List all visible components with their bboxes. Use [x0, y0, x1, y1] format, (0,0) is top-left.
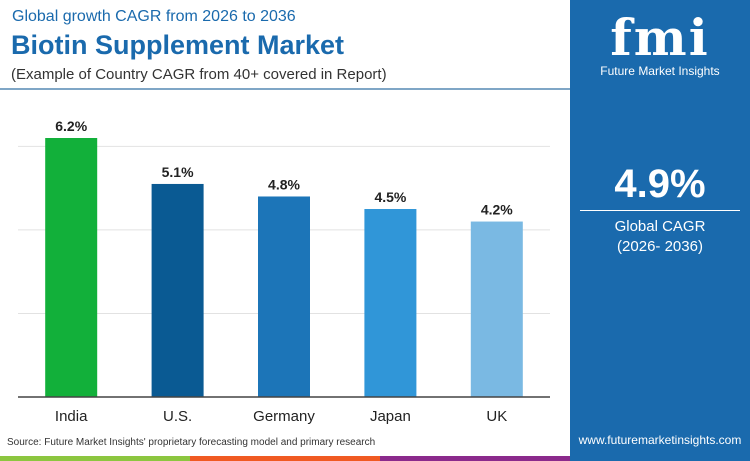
bar-chart: 6.2% India 5.1% U.S. 4.8% Germany 4.5% Japan 4.2…: [18, 118, 550, 425]
x-tick-label: Germany: [253, 408, 315, 425]
stripe-green: [0, 456, 190, 461]
stripe-purple: [380, 456, 570, 461]
bar-Japan: [364, 209, 417, 397]
global-cagr-period: (2026- 2036): [617, 238, 703, 255]
panel-divider: [580, 210, 740, 211]
bar-India: [45, 138, 98, 397]
fmi-logo: fmi Future Market Insights: [598, 8, 722, 79]
source-note: Source: Future Market Insights' propriet…: [7, 437, 376, 448]
data-label: 4.2%: [481, 202, 513, 218]
bar-UK: [470, 221, 523, 397]
data-label: 4.5%: [374, 189, 406, 205]
bar-U.S.: [151, 183, 204, 397]
bar-Germany: [258, 196, 310, 397]
data-label: 5.1%: [162, 164, 194, 180]
global-cagr-value: 4.9%: [614, 162, 706, 206]
website-link[interactable]: www.futuremarketinsights.com: [578, 433, 742, 447]
x-tick-label: UK: [486, 408, 507, 425]
stripe-orange: [190, 456, 380, 461]
chart-subtitle: Global growth CAGR from 2026 to 2036: [12, 8, 296, 25]
x-tick-label: Japan: [370, 408, 411, 425]
divider: [0, 88, 570, 90]
x-tick-label: U.S.: [163, 408, 192, 425]
x-tick-label: India: [55, 408, 88, 425]
logo-mark: fmi: [610, 8, 710, 67]
global-cagr-label: Global CAGR: [614, 218, 706, 235]
chart-note: (Example of Country CAGR from 40+ covere…: [11, 66, 387, 83]
chart-title: Biotin Supplement Market: [11, 30, 345, 60]
data-label: 4.8%: [268, 176, 300, 192]
data-label: 6.2%: [55, 118, 87, 134]
side-panel: [570, 0, 750, 461]
brand-name: Future Market Insights: [600, 64, 720, 78]
